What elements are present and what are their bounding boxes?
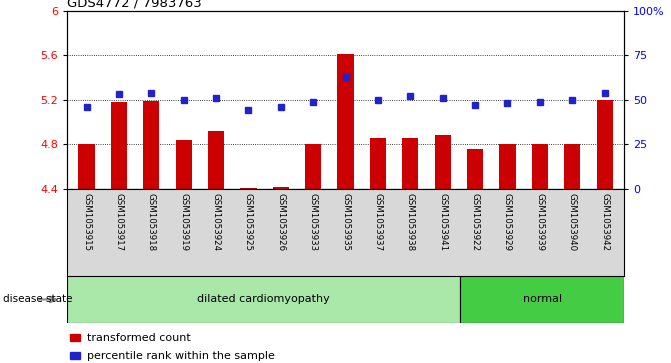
Bar	[143, 101, 160, 189]
Text: GSM1053942: GSM1053942	[600, 193, 609, 251]
Bar	[338, 54, 354, 189]
Bar	[240, 188, 256, 189]
Bar	[70, 334, 81, 341]
Bar	[79, 144, 95, 189]
Text: GSM1053941: GSM1053941	[438, 193, 447, 251]
Bar	[531, 144, 548, 189]
Bar	[67, 276, 460, 323]
Text: GSM1053922: GSM1053922	[470, 193, 480, 251]
Bar	[499, 144, 515, 189]
Bar	[597, 100, 613, 189]
Bar	[460, 276, 624, 323]
Text: GSM1053938: GSM1053938	[406, 193, 415, 251]
Text: GSM1053925: GSM1053925	[244, 193, 253, 251]
Bar	[370, 138, 386, 189]
Text: GSM1053935: GSM1053935	[341, 193, 350, 251]
Bar	[305, 144, 321, 189]
Text: GSM1053926: GSM1053926	[276, 193, 285, 251]
Bar	[564, 144, 580, 189]
Bar	[272, 187, 289, 189]
Text: GSM1053929: GSM1053929	[503, 193, 512, 251]
Text: GSM1053924: GSM1053924	[211, 193, 221, 251]
Text: transformed count: transformed count	[87, 333, 191, 343]
Text: GSM1053937: GSM1053937	[374, 193, 382, 251]
Bar	[176, 140, 192, 189]
Text: dilated cardiomyopathy: dilated cardiomyopathy	[197, 294, 330, 305]
Text: GDS4772 / 7983763: GDS4772 / 7983763	[67, 0, 202, 10]
Text: percentile rank within the sample: percentile rank within the sample	[87, 351, 275, 361]
Text: normal: normal	[523, 294, 562, 305]
Text: GSM1053939: GSM1053939	[535, 193, 544, 251]
Text: GSM1053918: GSM1053918	[147, 193, 156, 251]
Text: GSM1053919: GSM1053919	[179, 193, 188, 251]
Bar	[402, 138, 419, 189]
Text: GSM1053915: GSM1053915	[82, 193, 91, 251]
Text: GSM1053917: GSM1053917	[115, 193, 123, 251]
Text: disease state: disease state	[3, 294, 73, 305]
Bar	[208, 131, 224, 189]
Bar	[467, 149, 483, 189]
Bar	[435, 135, 451, 189]
Bar	[111, 102, 127, 189]
Text: GSM1053940: GSM1053940	[568, 193, 576, 251]
Bar	[70, 352, 81, 359]
Text: GSM1053933: GSM1053933	[309, 193, 317, 251]
